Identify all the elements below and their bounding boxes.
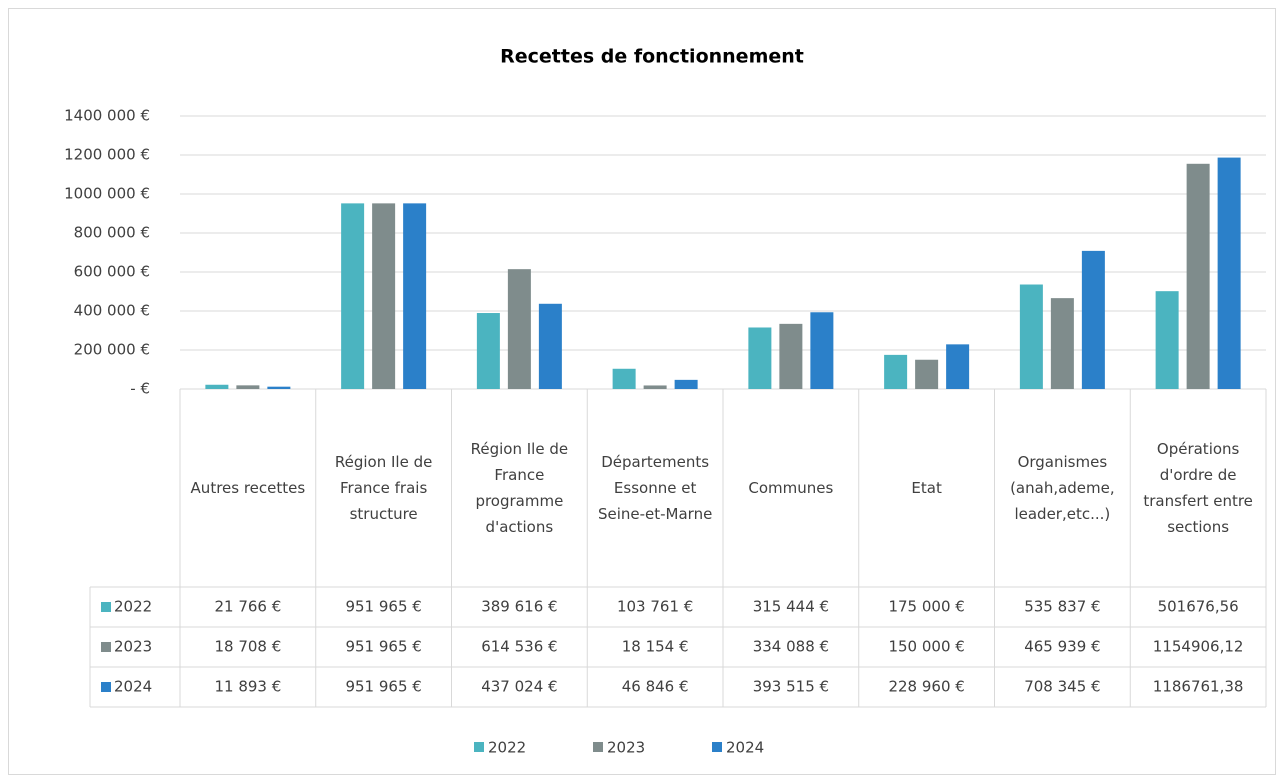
table-value: 315 444 €	[753, 598, 829, 616]
table-value: 18 708 €	[214, 638, 281, 656]
table-value: 465 939 €	[1024, 638, 1100, 656]
bar	[403, 203, 427, 389]
bar	[372, 203, 396, 389]
bar	[341, 203, 365, 389]
table-value: 175 000 €	[888, 598, 964, 616]
legend-key	[474, 742, 484, 752]
legend-label: 2022	[488, 739, 526, 757]
y-tick-label: 800 000 €	[74, 224, 150, 242]
y-tick-label: 200 000 €	[74, 341, 150, 359]
bar	[538, 303, 562, 389]
bar	[612, 368, 636, 389]
table-value: 103 761 €	[617, 598, 693, 616]
table-value: 951 965 €	[345, 638, 421, 656]
table-value: 11 893 €	[214, 678, 281, 696]
chart-border	[8, 8, 1276, 775]
table-legend-key	[101, 642, 111, 652]
bar	[476, 313, 500, 389]
bar	[915, 359, 939, 389]
table-value: 437 024 €	[481, 678, 557, 696]
bar	[236, 385, 260, 389]
y-tick-label: - €	[130, 380, 150, 398]
category-label: Départements Essonne et Seine-et-Marne	[597, 453, 713, 523]
bar	[884, 354, 908, 389]
category-label: Région Ile de France programme d'actions	[470, 440, 569, 536]
bar	[507, 269, 531, 389]
category-label: Région Ile de France frais structure	[334, 453, 433, 523]
bar	[1050, 298, 1074, 389]
legend-label: 2023	[607, 739, 645, 757]
bar	[779, 323, 803, 389]
y-tick-label: 1000 000 €	[64, 185, 150, 203]
table-value: 21 766 €	[214, 598, 281, 616]
table-value: 614 536 €	[481, 638, 557, 656]
table-value: 228 960 €	[888, 678, 964, 696]
legend-key	[593, 742, 603, 752]
table-legend-label: 2022	[114, 598, 152, 616]
chart-title: Recettes de fonctionnement	[500, 46, 804, 68]
table-value: 334 088 €	[753, 638, 829, 656]
table-value: 951 965 €	[345, 678, 421, 696]
table-legend-label: 2023	[114, 638, 152, 656]
bar	[643, 385, 667, 389]
bar	[205, 384, 229, 389]
bar	[1081, 250, 1105, 389]
table-value: 951 965 €	[345, 598, 421, 616]
table-legend-key	[101, 682, 111, 692]
category-label: Opérations d'ordre de transfert entre se…	[1143, 440, 1253, 536]
bar	[267, 386, 291, 389]
bar	[748, 327, 772, 389]
legend-key	[712, 742, 722, 752]
y-tick-label: 600 000 €	[74, 263, 150, 281]
bar	[810, 312, 834, 389]
table-value: 46 846 €	[622, 678, 689, 696]
table-value: 150 000 €	[888, 638, 964, 656]
bar	[674, 379, 698, 389]
table-value: 501676,56	[1158, 598, 1239, 616]
table-value: 393 515 €	[753, 678, 829, 696]
bar	[1019, 284, 1043, 389]
bar	[1155, 291, 1179, 389]
table-value: 18 154 €	[622, 638, 689, 656]
table-value: 1186761,38	[1153, 678, 1244, 696]
y-tick-label: 400 000 €	[74, 302, 150, 320]
table-value: 1154906,12	[1153, 638, 1244, 656]
category-label: Communes	[748, 479, 834, 497]
table-value: 389 616 €	[481, 598, 557, 616]
bar	[1186, 163, 1210, 389]
table-legend-key	[101, 602, 111, 612]
table-value: 708 345 €	[1024, 678, 1100, 696]
y-tick-label: 1200 000 €	[64, 146, 150, 164]
category-label: Organismes (anah,ademe, leader,etc...)	[1010, 453, 1115, 523]
bar	[1217, 157, 1241, 389]
legend-label: 2024	[726, 739, 764, 757]
table-legend-label: 2024	[114, 678, 152, 696]
y-tick-label: 1400 000 €	[64, 107, 150, 125]
table-value: 535 837 €	[1024, 598, 1100, 616]
category-label: Etat	[911, 479, 942, 497]
bar	[946, 344, 970, 389]
category-label: Autres recettes	[190, 479, 306, 497]
